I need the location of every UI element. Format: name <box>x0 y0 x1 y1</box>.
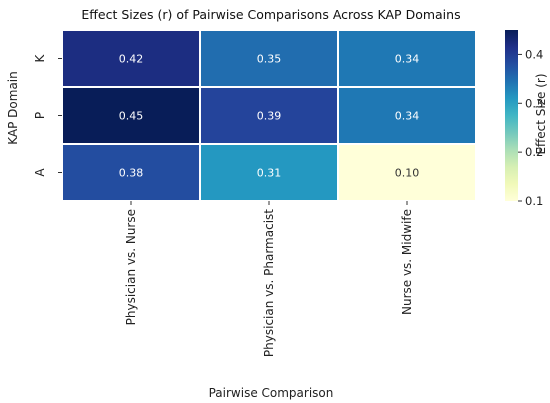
cell-value-label: 0.34 <box>395 110 420 123</box>
colorbar-tick-label: 0.3 <box>525 96 543 110</box>
cell-value-label: 0.38 <box>119 167 144 180</box>
heatmap-cells: 0.42 0.35 0.34 0.45 0.39 0.34 0.38 0.31 0.10 <box>61 29 477 202</box>
cell-value-label: 0.35 <box>257 53 282 66</box>
row-tick-label: P <box>33 112 47 119</box>
column-tick-label: Physician vs. Pharmacist <box>262 209 276 357</box>
colorbar-gradient <box>505 30 518 201</box>
column-tick-label: Physician vs. Nurse <box>124 209 138 325</box>
heatmap-cell <box>337 86 477 145</box>
heatmap-cell <box>61 29 201 88</box>
column-tick-label: Nurse vs. Midwife <box>400 209 414 315</box>
row-tick-label: K <box>33 53 47 62</box>
chart-title: Effect Sizes (r) of Pairwise Comparisons… <box>81 7 461 22</box>
x-axis-label: Pairwise Comparison <box>208 386 334 400</box>
cell-value-label: 0.45 <box>119 110 144 123</box>
cell-value-label: 0.34 <box>395 53 420 66</box>
heatmap-cell <box>337 29 477 88</box>
colorbar-tick-label: 0.2 <box>525 145 543 159</box>
heatmap-cell <box>337 143 477 202</box>
colorbar-tick-label: 0.4 <box>525 47 543 61</box>
column-tick-labels: Physician vs. Nurse Physician vs. Pharmac… <box>124 201 414 357</box>
colorbar-tick-label: 0.1 <box>525 194 543 208</box>
cell-value-label: 0.42 <box>119 53 144 66</box>
row-tick-labels: K P A <box>33 53 62 177</box>
cell-value-label: 0.10 <box>395 167 420 180</box>
heatmap-cell <box>61 86 201 145</box>
row-tick-label: A <box>33 168 47 177</box>
cell-value-label: 0.31 <box>257 167 282 180</box>
colorbar: 0.1 0.2 0.3 0.4 <box>505 30 543 208</box>
cell-value-label: 0.39 <box>257 110 282 123</box>
